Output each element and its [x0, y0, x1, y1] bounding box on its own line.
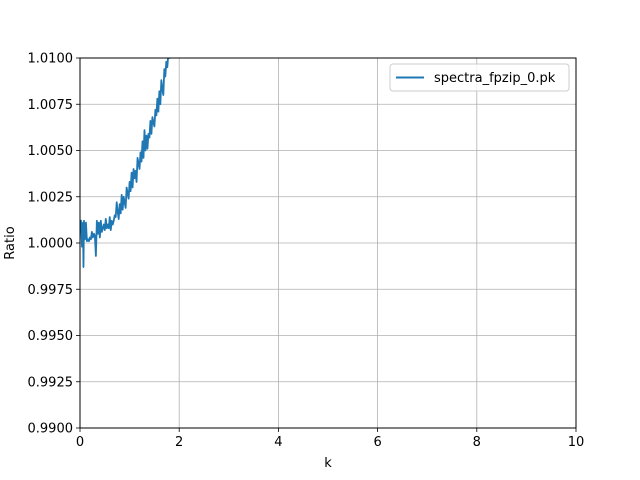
- x-tick-label: 10: [568, 435, 585, 450]
- x-tick-label: 4: [274, 435, 282, 450]
- legend: spectra_fpzip_0.pk: [389, 63, 570, 92]
- x-tick-label: 2: [175, 435, 183, 450]
- y-tick-label: 0.9950: [28, 329, 74, 344]
- y-tick-label: 0.9975: [28, 283, 74, 298]
- x-tick-label: 8: [473, 435, 481, 450]
- x-tick-label: 0: [76, 435, 84, 450]
- series-layer: [80, 58, 171, 268]
- y-tick-label: 1.0075: [28, 98, 74, 113]
- y-tick-label: 1.0000: [28, 237, 74, 252]
- y-tick-label: 1.0025: [28, 190, 74, 205]
- x-axis-label: k: [324, 456, 332, 471]
- y-tick-label: 1.0100: [28, 52, 74, 67]
- y-axis-ticks: 0.9900 0.9925 0.9950 0.9975 1.0000 1.0025 1.00…: [28, 52, 80, 437]
- y-tick-label: 0.9900: [28, 422, 74, 437]
- legend-label: spectra_fpzip_0.pk: [434, 71, 556, 86]
- y-axis-label: Ratio: [3, 226, 18, 259]
- x-axis-ticks: 0 2 4 6 8 10: [76, 428, 584, 450]
- y-tick-label: 0.9925: [28, 375, 74, 390]
- series-line-0: [80, 58, 171, 268]
- legend-box: [389, 63, 570, 92]
- y-tick-label: 1.0050: [28, 144, 74, 159]
- x-tick-label: 6: [373, 435, 381, 450]
